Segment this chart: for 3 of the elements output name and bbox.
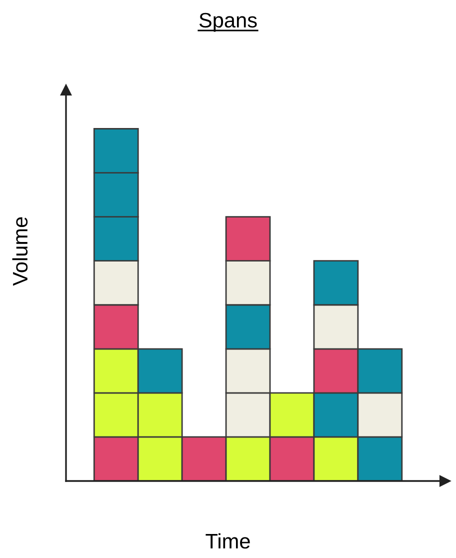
x-axis-title: Time: [206, 533, 250, 549]
chart-title: Spans: [199, 12, 257, 32]
y-axis-title: Volume: [12, 217, 28, 286]
